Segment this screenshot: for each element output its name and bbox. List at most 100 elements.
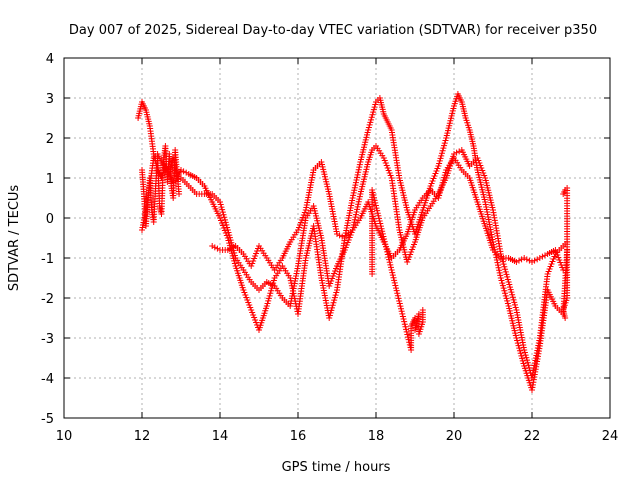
data-point (391, 277, 398, 284)
data-point (401, 318, 408, 325)
data-point (371, 104, 378, 111)
data-point (354, 203, 361, 210)
data-point (525, 362, 532, 369)
data-point (352, 179, 359, 186)
data-point (263, 303, 270, 309)
data-point (371, 197, 378, 204)
x-tick-label: 22 (524, 429, 541, 444)
data-point (373, 205, 380, 212)
data-point (385, 254, 392, 261)
data-point (370, 106, 377, 113)
data-point (377, 223, 384, 230)
data-point (217, 199, 223, 205)
data-point (511, 301, 518, 308)
data-point (523, 256, 530, 263)
data-point (496, 267, 503, 274)
x-tick-label: 24 (602, 429, 619, 444)
data-point (381, 236, 388, 243)
data-point (351, 219, 358, 226)
data-point (440, 145, 447, 152)
data-point (396, 297, 403, 304)
data-point (512, 304, 519, 311)
data-point (223, 221, 230, 228)
data-point (436, 160, 443, 167)
data-point (219, 209, 226, 216)
data-point (222, 219, 229, 226)
data-point (518, 256, 525, 263)
data-point (439, 179, 446, 186)
data-point (519, 357, 526, 364)
data-point (334, 231, 340, 237)
data-point (354, 206, 361, 213)
data-point (231, 252, 238, 259)
data-point (518, 352, 525, 359)
data-point (438, 150, 445, 157)
data-point (218, 204, 225, 211)
data-point (384, 251, 391, 258)
data-point (499, 282, 506, 289)
data-point (219, 206, 226, 213)
y-tick-label: -5 (41, 412, 54, 427)
data-point (355, 201, 362, 208)
data-point (370, 192, 377, 199)
data-point (353, 209, 360, 215)
data-point (436, 189, 443, 196)
x-tick-label: 12 (134, 429, 151, 444)
data-point (397, 303, 404, 310)
data-point (350, 192, 357, 199)
data-point (350, 189, 357, 196)
data-point (356, 196, 363, 203)
data-point (394, 292, 401, 299)
data-point (365, 124, 372, 131)
data-point (369, 187, 376, 193)
data-point (436, 157, 443, 164)
data-point (500, 261, 507, 268)
plot-frame (63, 57, 611, 419)
data-point (356, 164, 363, 171)
data-point (441, 172, 448, 179)
data-point (494, 259, 501, 266)
data-point (389, 272, 396, 279)
y-tick-label: 3 (46, 92, 54, 107)
data-point (380, 233, 387, 240)
data-point (524, 359, 531, 366)
data-point (214, 245, 221, 252)
data-point (329, 304, 336, 311)
data-point (499, 256, 506, 263)
data-point (224, 224, 231, 231)
data-point (266, 292, 273, 299)
data-point (355, 166, 362, 173)
data-point (382, 243, 389, 250)
data-point (442, 169, 449, 176)
y-tick-label: 2 (46, 132, 54, 147)
data-point (497, 275, 504, 281)
data-point (438, 184, 445, 191)
data-point (395, 295, 402, 302)
data-point (352, 211, 359, 218)
data-point (504, 276, 511, 283)
data-point (441, 142, 448, 149)
data-point (374, 207, 381, 214)
y-tick-label: -3 (41, 332, 54, 347)
data-point (388, 267, 395, 273)
y-tick-label: 1 (46, 172, 54, 187)
data-point (402, 323, 409, 330)
y-tick-label: 4 (46, 52, 54, 67)
data-point (441, 140, 448, 147)
data-point (515, 342, 522, 349)
data-point (509, 294, 516, 301)
data-point (354, 174, 361, 181)
data-point (509, 291, 516, 298)
data-point (349, 195, 356, 201)
data-point (453, 149, 460, 156)
data-point (438, 182, 445, 189)
data-point (521, 349, 528, 356)
data-point (539, 253, 546, 260)
data-point (435, 163, 442, 169)
data-point (504, 273, 511, 280)
data-point (178, 167, 184, 173)
data-point (495, 264, 502, 271)
data-point (531, 257, 538, 264)
data-point (183, 169, 190, 176)
